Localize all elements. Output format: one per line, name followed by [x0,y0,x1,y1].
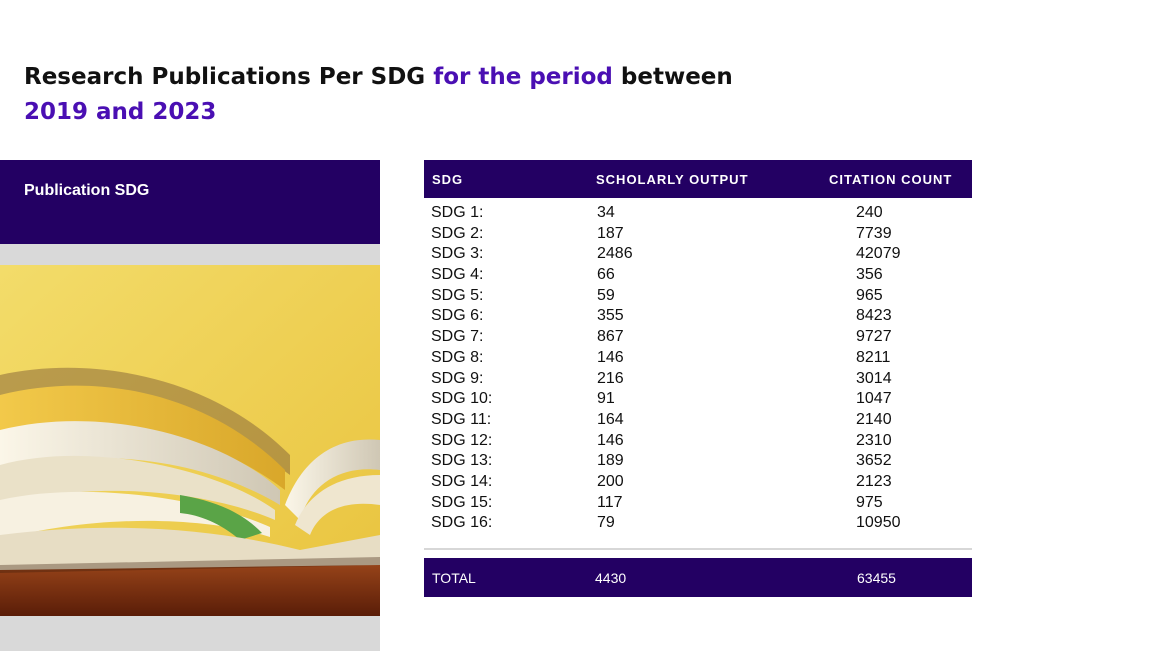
left-banner-label: Publication SDG [24,182,150,199]
sdg-cell: SDG 13: [431,452,493,470]
open-books-illustration [0,265,380,616]
table-row: SDG 8: 146 8211 [424,349,972,370]
table-row: SDG 3: 2486 42079 [424,245,972,266]
table-divider [424,548,972,550]
sdg-cell: SDG 4: [431,266,484,284]
sdg-cell: SDG 8: [431,348,484,366]
output-cell: 146 [597,431,624,449]
header-sdg: SDG [432,172,464,187]
table-row: SDG 15: 117 975 [424,494,972,515]
citation-cell: 8423 [856,307,892,325]
page-title: Research Publications Per SDG for the pe… [24,60,824,130]
citation-cell: 356 [856,266,883,284]
output-cell: 200 [597,472,624,490]
citation-cell: 8211 [856,348,891,366]
citation-cell: 2310 [856,431,892,449]
citation-cell: 3652 [856,452,892,470]
output-cell: 79 [597,514,615,532]
citation-cell: 975 [856,493,883,511]
table-body: SDG 1: 34 240 SDG 2: 187 7739 SDG 3: 2486 4207… [424,204,972,535]
output-cell: 355 [597,307,624,325]
header-scholarly-output: SCHOLARLY OUTPUT [596,172,749,187]
total-output: 4430 [595,570,627,586]
table-row: SDG 13: 189 3652 [424,452,972,473]
output-cell: 187 [597,224,624,242]
output-cell: 59 [597,286,615,304]
citation-cell: 10950 [856,514,901,532]
output-cell: 2486 [597,245,633,263]
citation-cell: 1047 [856,390,892,408]
sdg-cell: SDG 3: [431,245,484,263]
total-row: TOTAL 4430 63455 [424,558,972,597]
header-citation-count: CITATION COUNT [829,172,953,187]
table-row: SDG 6: 355 8423 [424,307,972,328]
table-row: SDG 9: 216 3014 [424,370,972,391]
table-row: SDG 7: 867 9727 [424,328,972,349]
citation-cell: 3014 [856,369,892,387]
sdg-cell: SDG 16: [431,514,493,532]
sdg-cell: SDG 7: [431,328,484,346]
citation-cell: 2140 [856,410,892,428]
table-row: SDG 14: 200 2123 [424,473,972,494]
output-cell: 66 [597,266,615,284]
title-part-3: between [620,64,733,90]
table-row: SDG 4: 66 356 [424,266,972,287]
output-cell: 164 [597,410,624,428]
title-part-2: for the period [433,64,613,90]
output-cell: 867 [597,328,624,346]
sdg-cell: SDG 15: [431,493,493,511]
sdg-cell: SDG 2: [431,224,484,242]
left-banner: Publication SDG [0,160,380,244]
output-cell: 117 [597,493,623,511]
citation-cell: 2123 [856,472,892,490]
table-row: SDG 2: 187 7739 [424,225,972,246]
total-label: TOTAL [432,570,476,586]
output-cell: 189 [597,452,624,470]
books-photo [0,265,380,616]
sdg-cell: SDG 14: [431,472,493,490]
title-part-1: Research Publications Per SDG [24,64,426,90]
output-cell: 146 [597,348,624,366]
table-row: SDG 11: 164 2140 [424,411,972,432]
sdg-cell: SDG 10: [431,390,493,408]
output-cell: 216 [597,369,624,387]
table-row: SDG 12: 146 2310 [424,432,972,453]
title-line-2: 2019 and 2023 [24,99,217,125]
sdg-cell: SDG 5: [431,286,484,304]
output-cell: 91 [597,390,615,408]
citation-cell: 965 [856,286,883,304]
sdg-cell: SDG 1: [431,204,484,221]
citation-cell: 9727 [856,328,892,346]
citation-cell: 240 [856,204,883,221]
table-row: SDG 5: 59 965 [424,287,972,308]
sdg-cell: SDG 11: [431,410,492,428]
table-row: SDG 16: 79 10950 [424,514,972,535]
citation-cell: 42079 [856,245,901,263]
sdg-cell: SDG 12: [431,431,493,449]
table-row: SDG 10: 91 1047 [424,390,972,411]
total-citations: 63455 [857,570,896,586]
sdg-cell: SDG 6: [431,307,484,325]
output-cell: 34 [597,204,615,221]
table-header: SDG SCHOLARLY OUTPUT CITATION COUNT [424,160,972,198]
sdg-cell: SDG 9: [431,369,484,387]
citation-cell: 7739 [856,224,892,242]
table-row: SDG 1: 34 240 [424,204,972,225]
